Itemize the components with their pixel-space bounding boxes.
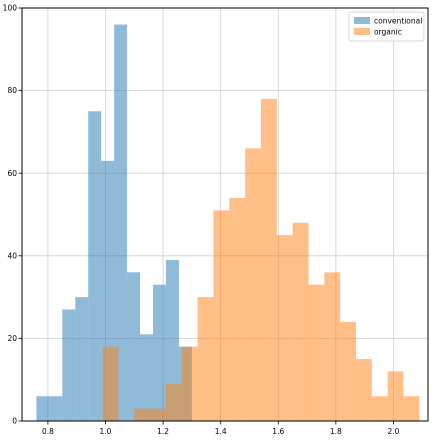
bar-organic-5: [181, 346, 198, 421]
bar-conventional-4: [88, 111, 102, 421]
bar-organic-2: [134, 408, 151, 421]
x-tick-label-3: 1.4: [215, 427, 227, 436]
bar-conventional-9: [153, 284, 166, 421]
x-tick-label-4: 1.6: [272, 427, 284, 436]
x-tick-label-6: 2.0: [387, 427, 399, 436]
bar-organic-4: [165, 383, 182, 421]
legend-label-conventional: conventional: [374, 17, 422, 26]
y-tick-label-0: 0: [12, 417, 17, 426]
bar-conventional-8: [140, 334, 154, 421]
bar-conventional-7: [127, 272, 141, 421]
axes-frame: [21, 7, 429, 422]
legend-swatch-conventional: [354, 17, 370, 24]
bar-organic-6: [197, 297, 214, 421]
bar-conventional-2: [62, 309, 76, 421]
y-tick-label-4: 80: [7, 86, 17, 95]
bar-conventional-6: [114, 24, 128, 422]
bar-conventional-3: [75, 297, 89, 421]
bar-conventional-10: [165, 259, 179, 421]
bar-organic-8: [229, 197, 246, 421]
y-tick-label-2: 40: [7, 251, 17, 260]
bar-organic-17: [371, 396, 388, 421]
legend-label-organic: organic: [374, 28, 402, 37]
y-tick-label-5: 100: [3, 4, 18, 13]
bar-organic-15: [340, 321, 357, 421]
bar-organic-12: [292, 222, 309, 421]
bar-organic-0: [102, 346, 119, 421]
x-tick-label-1: 1.0: [100, 427, 112, 436]
bar-organic-13: [308, 284, 325, 421]
bar-organic-11: [276, 235, 293, 421]
bar-organic-16: [356, 359, 372, 421]
x-tick-label-5: 1.8: [330, 427, 342, 436]
bar-organic-19: [403, 396, 420, 421]
legend-swatch-organic: [354, 28, 370, 35]
y-tick-label-1: 20: [7, 334, 17, 343]
bar-organic-7: [213, 210, 230, 421]
bar-organic-18: [387, 371, 404, 421]
bar-conventional-1: [49, 396, 63, 421]
bar-organic-3: [150, 408, 166, 421]
bar-conventional-0: [36, 396, 50, 421]
x-tick-label-0: 0.8: [42, 427, 54, 436]
y-tick-label-3: 60: [7, 169, 17, 178]
bar-organic-10: [260, 98, 277, 422]
bar-organic-14: [324, 272, 341, 421]
x-tick-label-2: 1.2: [157, 427, 169, 436]
bar-organic-9: [245, 148, 261, 422]
